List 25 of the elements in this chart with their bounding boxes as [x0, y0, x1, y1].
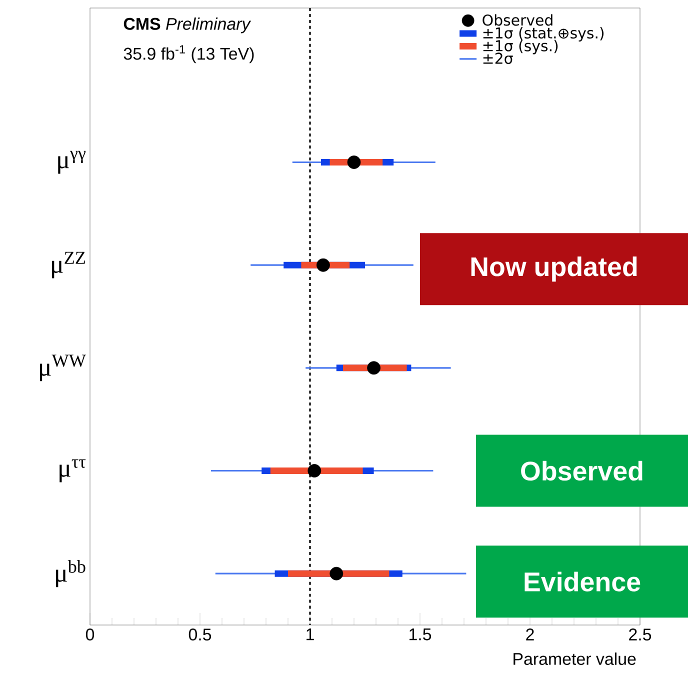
- legend-label: ±2σ: [483, 52, 513, 64]
- annotation: Evidence: [524, 572, 640, 592]
- annotation: Observed: [521, 460, 642, 481]
- point: [330, 566, 344, 580]
- legend-label: ±1σ (stat.⊕sys.): [483, 27, 604, 42]
- y-tick-label: μ$^{ττ}$: [60, 459, 86, 482]
- x-tick-label: 0: [86, 628, 94, 641]
- point: [316, 258, 330, 272]
- x-axis-title: Parameter value: [514, 652, 636, 665]
- text: CMS Preliminary: [124, 17, 252, 34]
- x-tick-label: 1.5: [410, 628, 432, 640]
- legend-label: Observed: [482, 14, 552, 26]
- point: [347, 156, 361, 169]
- text: 35.9 fb$^{-1}$ (13 TeV): [124, 45, 254, 64]
- y-tick-label: μ$^{ZZ}$: [52, 252, 85, 278]
- x-tick-label: 2.5: [629, 628, 652, 641]
- point: [308, 464, 322, 478]
- x-tick-label: 2: [526, 628, 534, 640]
- point: [367, 361, 380, 375]
- annotation: Now updated: [471, 256, 637, 282]
- y-tick-label: μ$^{bb}$: [56, 560, 86, 588]
- y-tick-label: μ$^{γγ}$: [58, 150, 86, 174]
- x-tick-label: 1: [306, 628, 314, 640]
- x-tick-label: 0.5: [188, 628, 212, 641]
- y-tick-label: μ$^{WW}$: [40, 354, 86, 382]
